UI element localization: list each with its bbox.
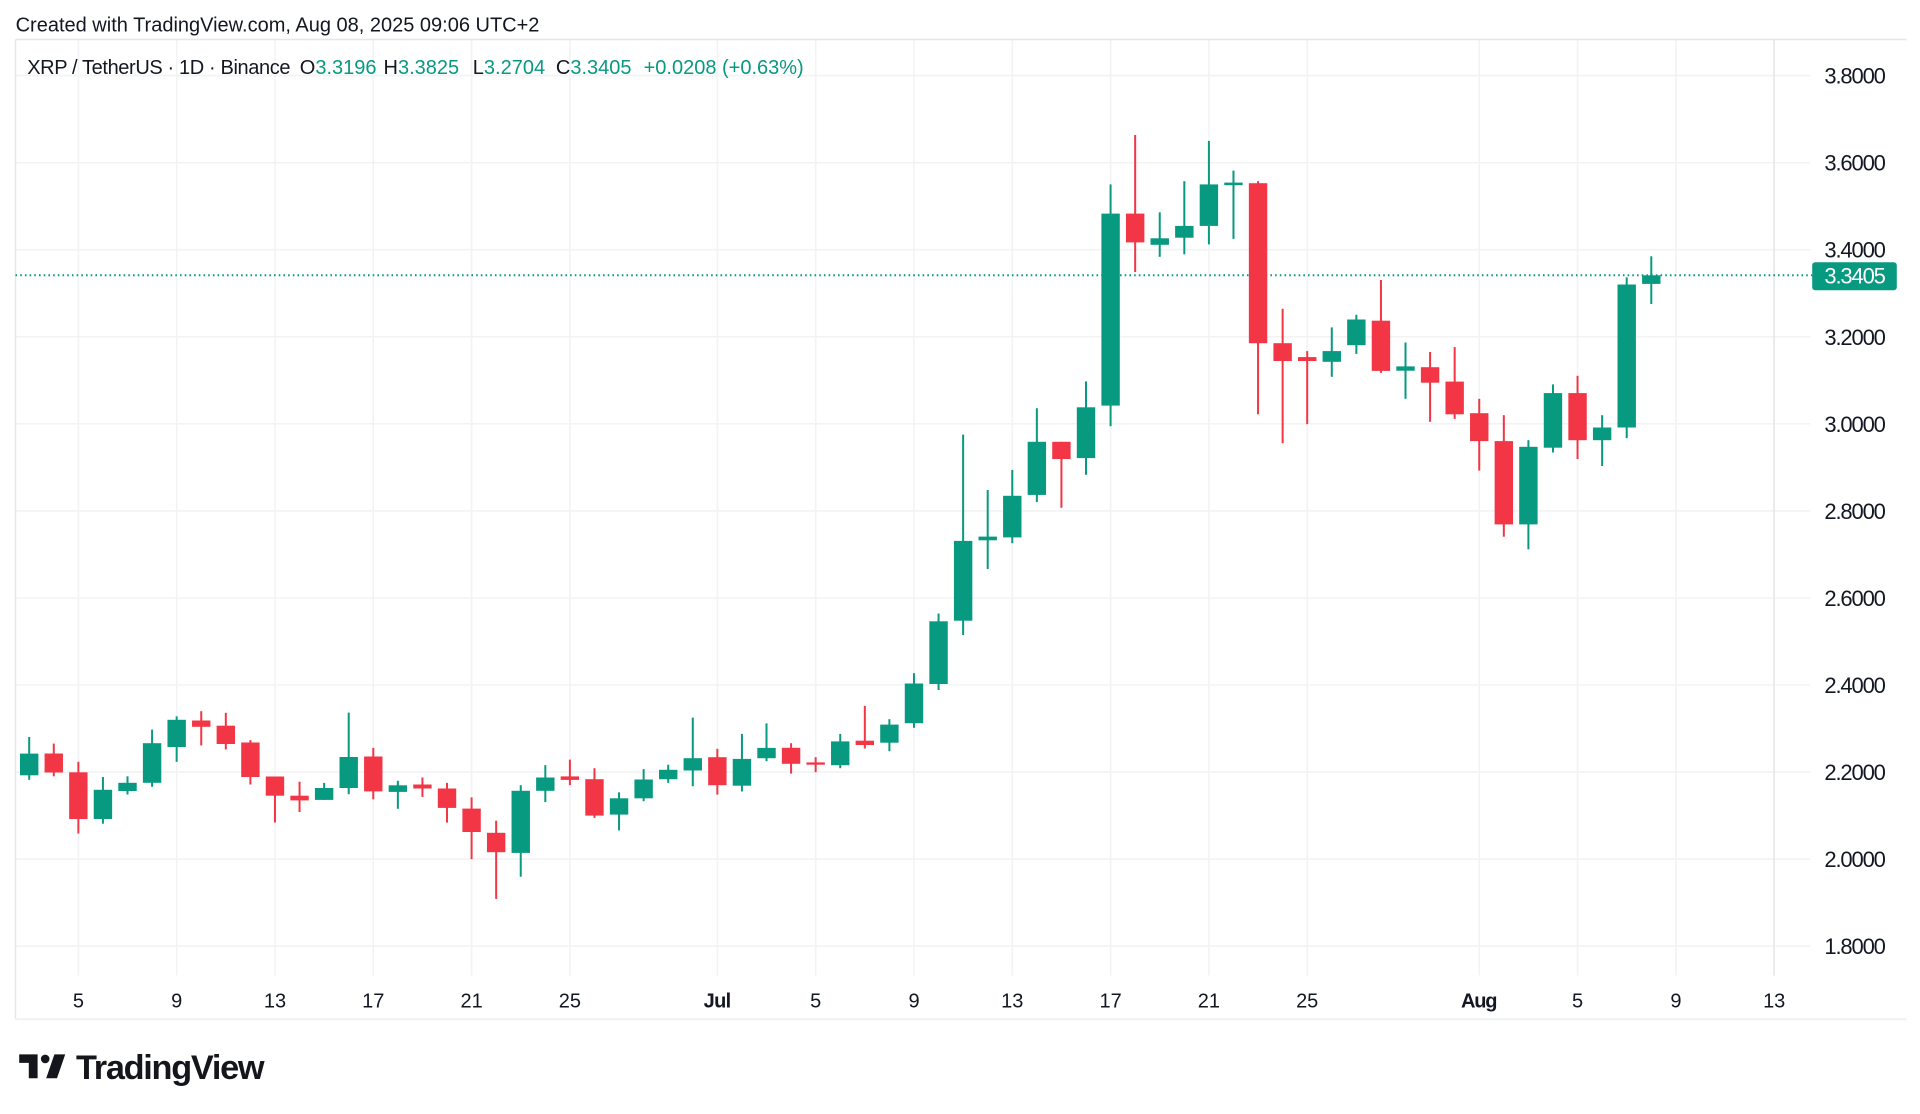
svg-text:9: 9 [908,990,919,1012]
svg-text:1.8000: 1.8000 [1824,934,1886,959]
svg-text:3.8000: 3.8000 [1824,64,1886,89]
svg-text:2.8000: 2.8000 [1824,499,1886,524]
svg-text:TradingView: TradingView [76,1049,265,1087]
svg-text:13: 13 [264,990,286,1012]
svg-text:3.2000: 3.2000 [1824,325,1886,350]
svg-text:21: 21 [1198,990,1220,1012]
svg-text:2.2000: 2.2000 [1824,760,1886,785]
svg-text:Jul: Jul [704,990,732,1012]
svg-text:13: 13 [1763,990,1785,1012]
svg-text:Aug: Aug [1461,990,1498,1012]
svg-text:9: 9 [1670,990,1681,1012]
svg-text:17: 17 [1099,990,1121,1012]
svg-text:L3.2704: L3.2704 [473,57,545,79]
svg-text:17: 17 [362,990,384,1012]
svg-text:25: 25 [1296,990,1318,1012]
svg-text:3.3405: 3.3405 [1824,264,1886,289]
svg-text:C3.3405: C3.3405 [556,57,632,79]
svg-text:5: 5 [810,990,821,1012]
svg-text:+0.0208 (+0.63%): +0.0208 (+0.63%) [644,57,804,79]
svg-text:5: 5 [73,990,84,1012]
svg-text:25: 25 [559,990,581,1012]
svg-text:9: 9 [171,990,182,1012]
svg-text:O3.3196: O3.3196 [300,57,377,79]
svg-text:3.6000: 3.6000 [1824,151,1886,176]
svg-text:3.4000: 3.4000 [1824,238,1886,263]
svg-text:3.0000: 3.0000 [1824,412,1886,437]
svg-text:13: 13 [1001,990,1023,1012]
svg-text:2.6000: 2.6000 [1824,586,1886,611]
svg-text:Created with TradingView.com,: Created with TradingView.com, Aug 08, 20… [16,14,540,36]
svg-text:21: 21 [460,990,482,1012]
svg-text:5: 5 [1572,990,1583,1012]
svg-text:2.0000: 2.0000 [1824,847,1886,872]
svg-text:2.4000: 2.4000 [1824,673,1886,698]
svg-text:XRP / TetherUS · 1D · Binance: XRP / TetherUS · 1D · Binance [27,57,290,79]
svg-text:H3.3825: H3.3825 [384,57,460,79]
